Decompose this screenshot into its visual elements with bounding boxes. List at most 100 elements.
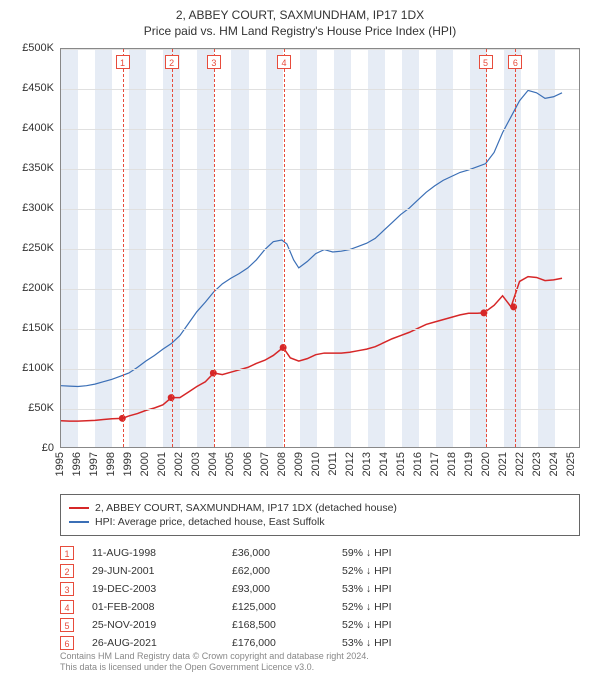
transaction-row: 229-JUN-2001£62,00052% ↓ HPI bbox=[60, 562, 580, 580]
x-tick-label: 2001 bbox=[156, 452, 168, 476]
y-tick-label: £300K bbox=[22, 202, 54, 214]
transaction-row-date: 01-FEB-2008 bbox=[92, 601, 232, 613]
transaction-row-date: 25-NOV-2019 bbox=[92, 619, 232, 631]
x-tick-label: 2025 bbox=[565, 452, 577, 476]
gridline-h bbox=[61, 89, 579, 90]
y-tick-label: £450K bbox=[22, 82, 54, 94]
transaction-row-number: 2 bbox=[60, 564, 74, 578]
gridline-h bbox=[61, 129, 579, 130]
transaction-row-hpi: 59% ↓ HPI bbox=[342, 547, 392, 559]
x-tick-label: 2011 bbox=[327, 452, 339, 476]
x-tick-label: 2012 bbox=[344, 452, 356, 476]
x-tick-label: 2023 bbox=[531, 452, 543, 476]
x-tick-label: 1998 bbox=[105, 452, 117, 476]
x-tick-label: 2016 bbox=[412, 452, 424, 476]
transaction-marker-line bbox=[214, 49, 215, 447]
gridline-h bbox=[61, 329, 579, 330]
x-tick-label: 2000 bbox=[139, 452, 151, 476]
x-tick-label: 1999 bbox=[122, 452, 134, 476]
footer-attribution: Contains HM Land Registry data © Crown c… bbox=[60, 651, 580, 674]
x-tick-label: 1997 bbox=[88, 452, 100, 476]
x-tick-label: 2008 bbox=[276, 452, 288, 476]
title-address: 2, ABBEY COURT, SAXMUNDHAM, IP17 1DX bbox=[0, 8, 600, 22]
transaction-row: 5 25-NOV-2019£168,50052% ↓ HPI bbox=[60, 616, 580, 634]
transaction-row-price: £93,000 bbox=[232, 583, 342, 595]
legend-item: HPI: Average price, detached house, East… bbox=[69, 515, 571, 529]
transaction-row-hpi: 53% ↓ HPI bbox=[342, 637, 392, 649]
y-tick-label: £50K bbox=[28, 402, 54, 414]
gridline-h bbox=[61, 409, 579, 410]
transaction-row: 4 01-FEB-2008£125,00052% ↓ HPI bbox=[60, 598, 580, 616]
x-tick-label: 2015 bbox=[395, 452, 407, 476]
y-tick-label: £150K bbox=[22, 322, 54, 334]
transaction-marker-box: 2 bbox=[165, 55, 179, 69]
transaction-row-date: 11-AUG-1998 bbox=[92, 547, 232, 559]
transaction-row-date: 26-AUG-2021 bbox=[92, 637, 232, 649]
x-tick-label: 2021 bbox=[497, 452, 509, 476]
gridline-h bbox=[61, 209, 579, 210]
chart-svg bbox=[61, 49, 579, 447]
transaction-row-price: £168,500 bbox=[232, 619, 342, 631]
transaction-row-price: £62,000 bbox=[232, 565, 342, 577]
x-tick-label: 2020 bbox=[480, 452, 492, 476]
x-tick-label: 2005 bbox=[224, 452, 236, 476]
legend-label: 2, ABBEY COURT, SAXMUNDHAM, IP17 1DX (de… bbox=[95, 502, 397, 514]
x-tick-label: 2010 bbox=[310, 452, 322, 476]
x-tick-label: 2024 bbox=[548, 452, 560, 476]
x-tick-label: 2002 bbox=[173, 452, 185, 476]
y-tick-label: £100K bbox=[22, 362, 54, 374]
series-line bbox=[61, 277, 562, 421]
x-tick-label: 2018 bbox=[446, 452, 458, 476]
transaction-row: 319-DEC-2003£93,00053% ↓ HPI bbox=[60, 580, 580, 598]
legend-label: HPI: Average price, detached house, East… bbox=[95, 516, 325, 528]
gridline-h bbox=[61, 249, 579, 250]
transaction-marker-line bbox=[284, 49, 285, 447]
x-tick-label: 2019 bbox=[463, 452, 475, 476]
x-tick-label: 2007 bbox=[259, 452, 271, 476]
transaction-row-price: £176,000 bbox=[232, 637, 342, 649]
x-tick-label: 2017 bbox=[429, 452, 441, 476]
x-tick-label: 2003 bbox=[190, 452, 202, 476]
x-tick-label: 2013 bbox=[361, 452, 373, 476]
transaction-row-hpi: 52% ↓ HPI bbox=[342, 565, 392, 577]
chart-plot-area: 123456 bbox=[60, 48, 580, 448]
x-tick-label: 2006 bbox=[242, 452, 254, 476]
y-tick-label: £200K bbox=[22, 282, 54, 294]
gridline-h bbox=[61, 169, 579, 170]
transaction-row: 111-AUG-1998£36,00059% ↓ HPI bbox=[60, 544, 580, 562]
transaction-row-hpi: 52% ↓ HPI bbox=[342, 601, 392, 613]
transaction-marker-line bbox=[172, 49, 173, 447]
transaction-row-date: 19-DEC-2003 bbox=[92, 583, 232, 595]
title-subtitle: Price paid vs. HM Land Registry's House … bbox=[0, 24, 600, 38]
y-tick-label: £0 bbox=[42, 442, 54, 454]
x-tick-label: 2014 bbox=[378, 452, 390, 476]
transaction-row-hpi: 52% ↓ HPI bbox=[342, 619, 392, 631]
transactions-table: 111-AUG-1998£36,00059% ↓ HPI229-JUN-2001… bbox=[60, 544, 580, 652]
y-tick-label: £400K bbox=[22, 122, 54, 134]
y-tick-label: £250K bbox=[22, 242, 54, 254]
x-axis: 1995199619971998199920002001200220032004… bbox=[60, 450, 580, 490]
y-axis: £0£50K£100K£150K£200K£250K£300K£350K£400… bbox=[0, 48, 58, 448]
transaction-row-price: £125,000 bbox=[232, 601, 342, 613]
transaction-marker-box: 4 bbox=[277, 55, 291, 69]
legend-swatch bbox=[69, 521, 89, 523]
x-tick-label: 1995 bbox=[54, 452, 66, 476]
series-line bbox=[61, 90, 562, 386]
legend: 2, ABBEY COURT, SAXMUNDHAM, IP17 1DX (de… bbox=[60, 494, 580, 536]
gridline-h bbox=[61, 369, 579, 370]
transaction-marker-line bbox=[123, 49, 124, 447]
transaction-row-number: 5 bbox=[60, 618, 74, 632]
transaction-row-number: 3 bbox=[60, 582, 74, 596]
footer-line1: Contains HM Land Registry data © Crown c… bbox=[60, 651, 580, 663]
transaction-row-number: 4 bbox=[60, 600, 74, 614]
gridline-h bbox=[61, 289, 579, 290]
y-tick-label: £500K bbox=[22, 42, 54, 54]
y-tick-label: £350K bbox=[22, 162, 54, 174]
x-tick-label: 2022 bbox=[514, 452, 526, 476]
transaction-marker-box: 6 bbox=[508, 55, 522, 69]
transaction-row: 6 26-AUG-2021£176,00053% ↓ HPI bbox=[60, 634, 580, 652]
legend-item: 2, ABBEY COURT, SAXMUNDHAM, IP17 1DX (de… bbox=[69, 501, 571, 515]
x-tick-label: 1996 bbox=[71, 452, 83, 476]
transaction-row-number: 6 bbox=[60, 636, 74, 650]
transaction-marker-line bbox=[486, 49, 487, 447]
